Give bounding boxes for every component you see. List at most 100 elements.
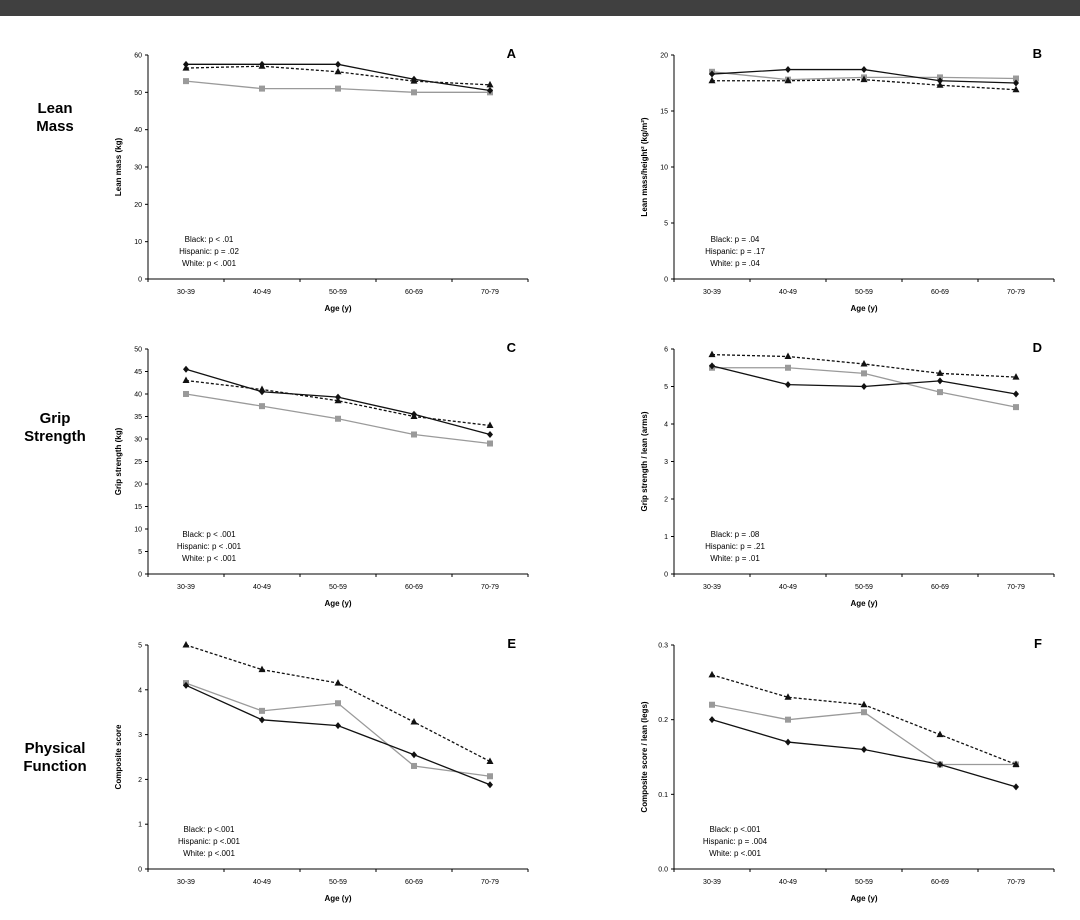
- black-point: [937, 377, 943, 385]
- hispanic-point: [860, 360, 868, 367]
- y-tick-label: 5: [138, 549, 142, 556]
- y-tick-label: 0: [664, 572, 668, 579]
- hispanic-point: [334, 679, 342, 686]
- hispanic-point: [784, 76, 792, 84]
- row-label-lean-mass: Lean Mass: [0, 100, 110, 136]
- stats-annotation: White: p < .001: [182, 259, 237, 268]
- y-tick-label: 5: [664, 221, 668, 228]
- y-tick-label: 30: [134, 165, 142, 172]
- panel-letter: C: [507, 340, 517, 355]
- y-tick-label: 0: [138, 867, 142, 874]
- x-tick-label: 60-69: [405, 289, 423, 296]
- y-tick-label: 60: [134, 53, 142, 60]
- black-point: [937, 77, 943, 85]
- x-tick-label: 40-49: [253, 584, 271, 591]
- x-tick-label: 70-79: [481, 289, 499, 296]
- white-point: [335, 700, 341, 707]
- hispanic-point: [936, 81, 944, 88]
- white-point: [487, 773, 493, 780]
- x-axis-title: Age (y): [850, 304, 877, 313]
- x-tick-label: 50-59: [855, 289, 873, 296]
- x-tick-label: 40-49: [253, 879, 271, 886]
- y-tick-label: 15: [660, 109, 668, 116]
- y-tick-label: 15: [134, 504, 142, 511]
- panel-c: 0 5 10 15 20 25 30 35 40 45 50 30-39 40-49 50-59 60-69…: [114, 340, 529, 608]
- black-point: [709, 716, 715, 724]
- y-tick-label: 0: [664, 277, 668, 284]
- white-point: [709, 701, 715, 708]
- y-tick-label: 25: [134, 459, 142, 466]
- x-tick-label: 70-79: [1007, 289, 1025, 296]
- black-point: [411, 751, 417, 759]
- white-point: [335, 85, 341, 92]
- y-tick-label: 0.2: [658, 717, 668, 724]
- y-tick-label: 20: [134, 202, 142, 209]
- x-tick-label: 40-49: [779, 584, 797, 591]
- y-tick-label: 6: [664, 347, 668, 354]
- x-tick-label: 30-39: [177, 879, 195, 886]
- y-tick-label: 0.1: [658, 792, 668, 799]
- hispanic-point: [486, 80, 494, 88]
- black-point: [183, 365, 189, 373]
- x-axis-title: Age (y): [850, 894, 877, 903]
- y-axis-title: Lean mass/height² (kg/m²): [640, 117, 649, 216]
- x-tick-label: 30-39: [177, 584, 195, 591]
- x-tick-label: 40-49: [779, 879, 797, 886]
- stats-annotation: Black: p = .08: [711, 530, 760, 539]
- stats-annotation: Hispanic: p = .17: [705, 247, 765, 256]
- panel-letter: E: [507, 636, 516, 651]
- stats-annotation: Black: p = .04: [711, 235, 760, 244]
- x-tick-label: 30-39: [703, 289, 721, 296]
- row-label-line: Mass: [36, 118, 74, 135]
- black-point: [411, 410, 417, 418]
- white-point: [411, 89, 417, 96]
- stats-annotation: White: p = .04: [710, 259, 760, 268]
- row-label-line: Grip: [39, 410, 71, 427]
- stats-annotation: Black: p <.001: [184, 825, 235, 834]
- x-tick-label: 50-59: [855, 584, 873, 591]
- row-label-line: Lean: [37, 100, 73, 117]
- x-tick-label: 30-39: [703, 879, 721, 886]
- black-point: [335, 60, 341, 68]
- y-tick-label: 5: [138, 643, 142, 650]
- panel-letter: D: [1033, 340, 1042, 355]
- x-tick-label: 40-49: [779, 289, 797, 296]
- white-point: [335, 415, 341, 422]
- y-tick-label: 10: [134, 527, 142, 534]
- black-point: [785, 738, 791, 746]
- panel-d: 0 1 2 3 4 5 6 30-39 40-49 50-59 60-69 70-79 Age (y) G…: [640, 340, 1055, 608]
- x-tick-label: 70-79: [481, 879, 499, 886]
- white-point: [259, 707, 265, 714]
- y-tick-label: 10: [660, 165, 668, 172]
- hispanic-point: [784, 693, 792, 700]
- white-point: [785, 716, 791, 723]
- hispanic-point: [1012, 85, 1020, 93]
- black-point: [1013, 783, 1019, 791]
- y-tick-label: 50: [134, 347, 142, 354]
- hispanic-point: [258, 665, 266, 673]
- x-tick-label: 30-39: [703, 584, 721, 591]
- x-tick-label: 60-69: [931, 289, 949, 296]
- white-point: [487, 440, 493, 447]
- black-point: [861, 66, 867, 74]
- y-tick-label: 0: [138, 572, 142, 579]
- white-point: [785, 364, 791, 371]
- hispanic-point: [936, 730, 944, 738]
- y-tick-label: 0: [138, 277, 142, 284]
- white-point: [861, 370, 867, 377]
- white-point: [183, 78, 189, 85]
- stats-annotation: White: p <.001: [183, 849, 235, 858]
- y-axis-title: Composite score: [114, 724, 123, 789]
- row-label-line: Strength: [24, 428, 86, 445]
- y-tick-label: 30: [134, 437, 142, 444]
- black-point: [335, 393, 341, 401]
- black-point: [709, 70, 715, 78]
- panel-letter: F: [1034, 636, 1042, 651]
- row-label-grip-strength: Grip Strength: [0, 410, 110, 446]
- y-tick-label: 0.3: [658, 643, 668, 650]
- stats-annotation: Hispanic: p < .001: [177, 542, 242, 551]
- hispanic-point: [936, 369, 944, 376]
- x-tick-label: 60-69: [405, 879, 423, 886]
- white-point: [861, 709, 867, 716]
- x-tick-label: 70-79: [481, 584, 499, 591]
